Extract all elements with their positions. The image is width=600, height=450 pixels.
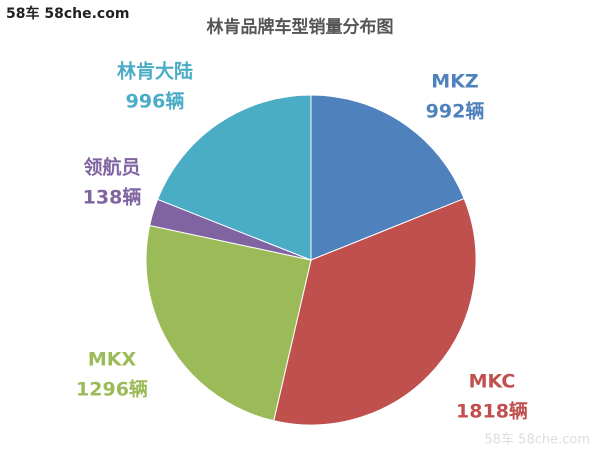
slice-label: MKC: [469, 371, 516, 393]
watermark: 58车 58che.com: [485, 432, 591, 448]
value-label: 1296辆: [76, 378, 148, 401]
pie-slice: [145, 224, 312, 422]
pie-slice: [273, 197, 477, 426]
chart-title: 林肯品牌车型销量分布图: [207, 17, 394, 38]
slice-label: 领航员: [83, 156, 140, 179]
watermark: 58车 58che.com: [6, 5, 129, 22]
value-label: 996辆: [126, 90, 185, 113]
value-label: 1818辆: [456, 400, 528, 423]
slice-label: MKX: [88, 349, 137, 371]
value-label: 138辆: [83, 186, 142, 209]
value-label: 992辆: [426, 100, 485, 123]
pie-slice: [156, 94, 312, 261]
slice-label: MKZ: [431, 71, 478, 93]
slice-label: 林肯大陆: [117, 60, 193, 83]
pie-slice: [310, 94, 465, 261]
